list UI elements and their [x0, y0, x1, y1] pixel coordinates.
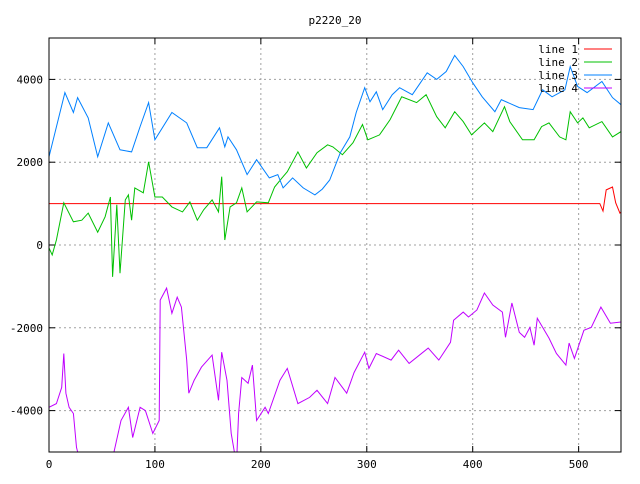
legend-label: line 3: [538, 69, 578, 82]
x-tick-label: 500: [569, 458, 589, 471]
grid: [49, 38, 621, 452]
legend-label: line 2: [538, 56, 578, 69]
y-tick-label: -4000: [10, 405, 43, 418]
x-tick-label: 200: [251, 458, 271, 471]
series-line-2: [49, 93, 621, 277]
plot-border: [48, 37, 622, 453]
y-tick-label: -2000: [10, 322, 43, 335]
y-tick-label: 2000: [17, 156, 44, 169]
x-tick-label: 0: [46, 458, 53, 471]
series-line-3: [49, 54, 621, 196]
x-tick-label: 300: [357, 458, 377, 471]
legend-label: line 1: [538, 43, 578, 56]
series-line-4: [49, 286, 621, 452]
x-tick-label: 400: [463, 458, 483, 471]
x-tick-label: 100: [145, 458, 165, 471]
axis-ticks: 0 100 200 300 400 500 -4000 -2000 0 2000 4000: [10, 38, 621, 471]
series-line-1: [49, 186, 621, 215]
y-tick-label: 4000: [17, 73, 44, 86]
legend-label: line 4: [538, 82, 578, 95]
chart-title: p2220_20: [309, 14, 362, 27]
series-lines: [49, 54, 621, 452]
y-tick-label: 0: [36, 239, 43, 252]
